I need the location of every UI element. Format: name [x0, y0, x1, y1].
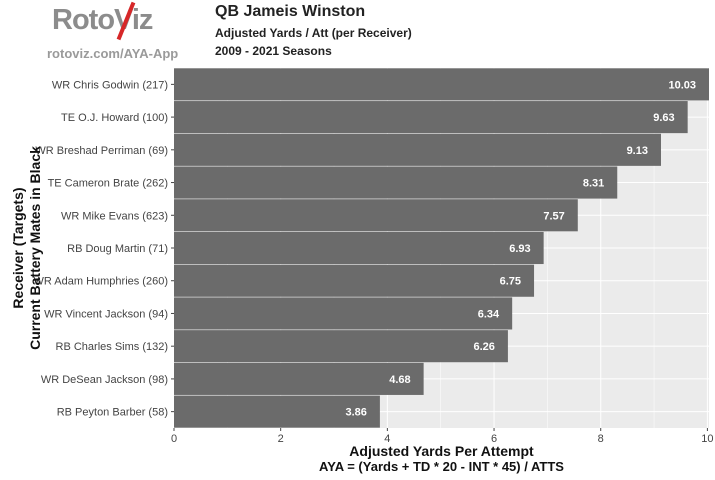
bar: [174, 101, 688, 134]
bar: [174, 133, 661, 166]
chart-subtitle: Adjusted Yards / Att (per Receiver): [215, 26, 412, 40]
x-axis-label: Adjusted Yards Per Attempt: [349, 443, 534, 459]
logo-text: RotoViz: [52, 4, 153, 36]
bar: [174, 362, 424, 395]
x-axis-formula: AYA = (Yards + TD * 20 - INT * 45) / ATT…: [319, 459, 564, 474]
bar-value-label: 4.68: [389, 374, 410, 386]
rotoviz-logo: RotoViz: [52, 1, 164, 41]
x-tick-label: 2: [278, 433, 284, 445]
bar-value-label: 6.75: [500, 276, 521, 288]
x-tick-label: 0: [171, 433, 177, 445]
bar: [174, 231, 544, 265]
y-category-label: WR Mike Evans (623): [61, 210, 168, 222]
y-category-label: WR Adam Humphries (260): [34, 276, 169, 288]
chart-title: QB Jameis Winston: [215, 3, 366, 20]
y-axis-label-line2: Current Battery Mates in Black: [27, 146, 43, 350]
bar-value-label: 6.93: [509, 243, 530, 255]
x-tick-label: 6: [491, 433, 497, 445]
bar: [174, 330, 508, 363]
bar-value-label: 9.13: [627, 145, 648, 157]
x-tick-label: 4: [384, 433, 390, 445]
bar: [174, 297, 513, 330]
bar-value-label: 8.31: [583, 178, 604, 190]
y-category-label: WR Chris Godwin (217): [52, 79, 168, 91]
y-axis-label-line1: Receiver (Targets): [10, 187, 26, 309]
bar-value-label: 7.57: [543, 210, 564, 222]
y-category-label: RB Charles Sims (132): [56, 341, 168, 353]
bar: [174, 264, 535, 297]
bar-value-label: 6.26: [473, 341, 494, 353]
bar-value-label: 6.34: [478, 308, 500, 320]
bar: [174, 395, 380, 428]
y-category-label: WR Breshad Perriman (69): [35, 145, 168, 157]
bar: [174, 166, 618, 199]
bar-value-label: 3.86: [345, 407, 366, 419]
y-category-label: TE O.J. Howard (100): [61, 112, 168, 124]
bar: [174, 68, 709, 101]
site-url: rotoviz.com/AYA-App: [47, 46, 179, 61]
x-tick-label: 10: [701, 433, 713, 445]
y-category-label: RB Peyton Barber (58): [57, 407, 168, 419]
bar-value-label: 9.63: [653, 112, 674, 124]
x-tick-label: 8: [598, 433, 604, 445]
y-category-label: WR DeSean Jackson (98): [41, 374, 168, 386]
y-category-label: TE Cameron Brate (262): [48, 178, 168, 190]
bar-value-label: 10.03: [668, 79, 696, 91]
y-category-label: WR Vincent Jackson (94): [44, 308, 168, 320]
chart-seasons: 2009 - 2021 Seasons: [215, 44, 332, 58]
y-category-label: RB Doug Martin (71): [67, 243, 168, 255]
bar: [174, 199, 578, 232]
y-axis-label: Receiver (Targets) Current Battery Mates…: [10, 88, 44, 408]
